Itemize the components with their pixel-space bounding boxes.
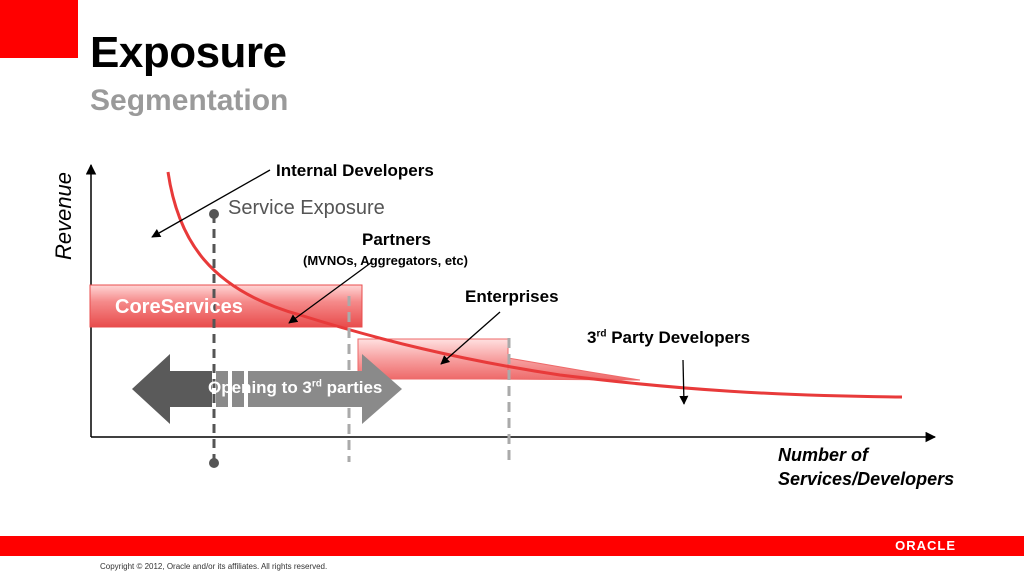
core-services-label: CoreServices — [115, 296, 243, 318]
footer-bar — [0, 536, 1024, 556]
third-party-callout-arrow — [679, 359, 689, 405]
opening-gap-block — [216, 371, 228, 407]
partners-sub-label: (MVNOs, Aggregators, etc) — [303, 253, 468, 268]
opening-label-after: parties — [321, 378, 383, 397]
third-party-developers-label: 3rd Party Developers — [587, 328, 750, 348]
third-party-prefix: 3 — [587, 328, 597, 347]
opening-label-text: Opening to 3 — [208, 378, 312, 397]
x-axis-label-line2: Services/Developers — [778, 469, 955, 489]
service-exposure-label: Service Exposure — [228, 197, 385, 219]
third-party-suffix: Party Developers — [606, 328, 751, 347]
copyright-text: Copyright © 2012, Oracle and/or its affi… — [100, 562, 328, 571]
opening-label-sup: rd — [311, 378, 322, 390]
x-axis-label-line1: Number of — [778, 445, 868, 465]
internal-developers-label: Internal Developers — [276, 161, 434, 180]
long-tail-curve — [166, 171, 903, 399]
partners-callout-arrow — [288, 261, 373, 324]
partners-label: Partners — [362, 230, 431, 249]
corner-brand-block — [0, 0, 78, 58]
opening-label: Opening to 3rd parties — [208, 378, 403, 398]
service-exposure-top-dot — [209, 209, 219, 219]
opening-gap-block-2 — [232, 371, 244, 407]
opening-left-arrow — [132, 354, 212, 424]
internal-callout-arrow — [151, 169, 271, 238]
third-party-sup: rd — [596, 328, 607, 340]
third-party-band-block — [357, 338, 509, 380]
slide-title: Exposure — [90, 28, 287, 77]
oracle-logo: ORACLE — [895, 538, 956, 553]
slide-subtitle: Segmentation — [90, 84, 289, 117]
enterprises-callout-arrow — [440, 311, 501, 365]
enterprises-label: Enterprises — [465, 287, 559, 306]
y-axis-label: Revenue — [51, 171, 76, 261]
opening-right-arrow — [248, 354, 402, 424]
x-axis-label: Number of Services/Developers — [778, 443, 954, 491]
service-exposure-bottom-dot — [209, 458, 219, 468]
